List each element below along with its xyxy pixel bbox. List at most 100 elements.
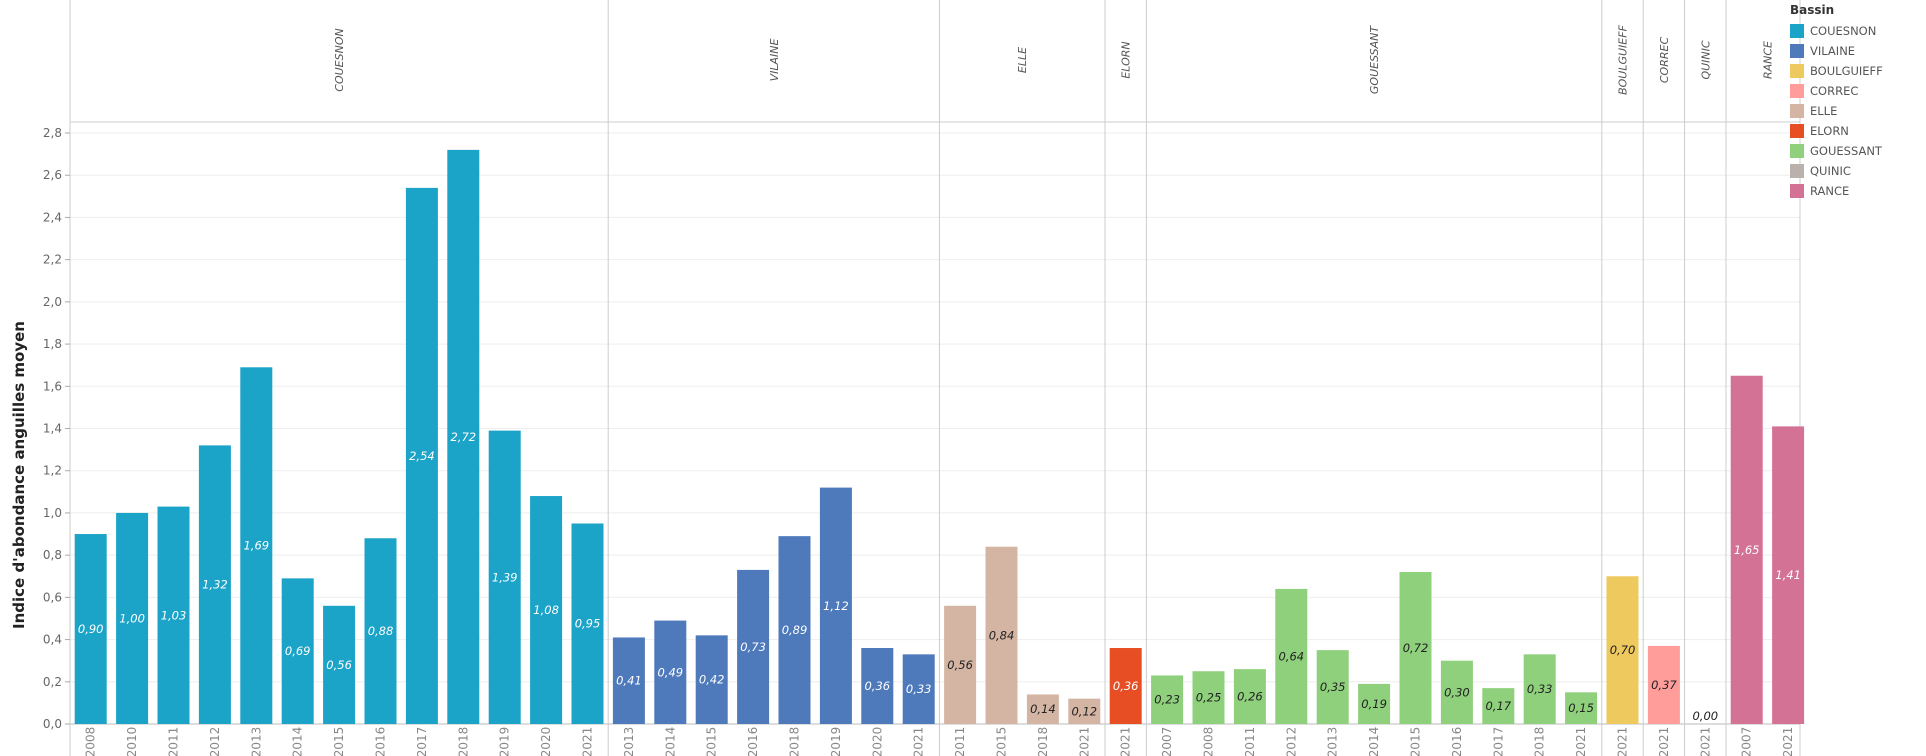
bar	[861, 648, 894, 724]
bar	[654, 620, 687, 724]
y-tick-label: 1,0	[43, 506, 62, 520]
legend-label: GOUESSANT	[1810, 144, 1882, 158]
data-label: 1,69	[243, 539, 269, 553]
x-tick-label: 2014	[291, 727, 305, 756]
data-label: 1,12	[823, 599, 849, 613]
bar	[240, 367, 273, 724]
bar	[695, 635, 728, 724]
bar	[612, 637, 645, 724]
x-axis: 2008 2010 2011 2012 2013 2014 2015 2016 2017 2018…	[84, 727, 1795, 756]
legend-title: Bassin	[1790, 3, 1835, 17]
panel-header-boulguieff: BOULGUIEFF	[1617, 24, 1630, 94]
bar	[985, 546, 1018, 724]
legend-label: CORREC	[1810, 84, 1859, 98]
bar	[1068, 698, 1101, 724]
panel-header-elorn: ELORN	[1120, 41, 1133, 78]
data-label: 0,56	[947, 658, 973, 672]
y-tick-label: 2,2	[43, 253, 62, 267]
data-label: 0,35	[1320, 680, 1346, 694]
panel-headers: COUESNON VILAINE ELLE ELORN GOUESSANT BOULGUI…	[333, 24, 1774, 94]
y-tick-label: 2,6	[43, 168, 62, 182]
x-tick-label: 2019	[829, 727, 843, 756]
data-label: 0,42	[699, 673, 725, 687]
data-label: 0,56	[326, 658, 352, 672]
legend-label: ELORN	[1810, 124, 1849, 138]
y-tick-label: 2,4	[43, 210, 62, 224]
legend-item: QUINIC	[1790, 161, 1920, 181]
y-tick-label: 0,4	[43, 633, 62, 647]
data-label: 2,72	[450, 430, 476, 444]
legend-label: RANCE	[1810, 184, 1850, 198]
data-label: 0,26	[1237, 690, 1263, 704]
bar	[1606, 576, 1639, 724]
bar	[1192, 671, 1225, 724]
data-label: 0,00	[1692, 709, 1718, 723]
data-label: 0,14	[1030, 702, 1056, 716]
bar	[1026, 694, 1059, 724]
bar	[405, 187, 438, 725]
x-tick-label: 2021	[1781, 727, 1795, 756]
legend-swatch	[1790, 84, 1804, 98]
data-label: 0,69	[285, 644, 311, 658]
x-tick-label: 2015	[705, 727, 719, 756]
bar	[364, 538, 397, 724]
panel-header-elle: ELLE	[1016, 47, 1029, 73]
bar	[323, 605, 356, 724]
chart-frame	[69, 0, 1801, 756]
x-tick-label: 2021	[1077, 727, 1091, 756]
x-tick-label: 2013	[249, 727, 263, 756]
x-tick-label: 2021	[1119, 727, 1133, 756]
value-labels: 0,90 1,00 1,03 1,32 1,69 0,69 0,56 0,88 2,54 2,72…	[78, 430, 1801, 723]
legend-item: CORREC	[1790, 81, 1920, 101]
legend-swatch	[1790, 124, 1804, 138]
data-label: 0,30	[1444, 685, 1470, 699]
data-label: 0,33	[906, 682, 932, 696]
y-tick-label: 2,0	[43, 295, 62, 309]
legend-swatch	[1790, 144, 1804, 158]
bar	[1399, 572, 1432, 724]
y-tick-label: 1,4	[43, 422, 62, 436]
bar	[1482, 688, 1515, 724]
x-tick-label: 2012	[1284, 727, 1298, 756]
x-tick-label: 2013	[1326, 727, 1340, 756]
x-tick-label: 2021	[912, 727, 926, 756]
data-label: 0,84	[989, 628, 1015, 642]
bar	[1647, 645, 1680, 724]
legend-swatch	[1790, 64, 1804, 78]
bar	[488, 430, 521, 724]
y-axis-label: Indice d'abondance anguilles moyen	[10, 321, 28, 629]
bar	[944, 605, 977, 724]
bar	[198, 445, 231, 724]
y-tick-label: 0,6	[43, 590, 62, 604]
bars	[74, 149, 1805, 725]
x-tick-label: 2010	[125, 727, 139, 756]
panel-header-correc: CORREC	[1658, 37, 1671, 84]
bar	[1358, 683, 1391, 724]
panel-header-rance: RANCE	[1761, 41, 1774, 79]
data-label: 1,65	[1734, 543, 1760, 557]
x-tick-label: 2017	[415, 727, 429, 756]
x-tick-label: 2021	[1698, 727, 1712, 756]
x-tick-label: 2018	[1533, 727, 1547, 756]
legend-item: GOUESSANT	[1790, 141, 1920, 161]
legend-swatch	[1790, 24, 1804, 38]
legend-swatch	[1790, 44, 1804, 58]
bar	[1730, 375, 1763, 724]
data-label: 0,72	[1403, 641, 1429, 655]
data-label: 0,49	[657, 665, 683, 679]
data-label: 0,33	[1527, 682, 1553, 696]
legend-item: BOULGUIEFF	[1790, 61, 1920, 81]
panel-header-gouessant: GOUESSANT	[1368, 25, 1381, 95]
y-axis: 0,0 0,2 0,4 0,6 0,8 1,0 1,2 1,4 1,6 1,8 2,0 2,2 2,4 2…	[43, 126, 70, 731]
data-label: 0,36	[864, 679, 890, 693]
bar	[1275, 588, 1308, 724]
y-tick-label: 1,2	[43, 464, 62, 478]
bar	[74, 534, 107, 724]
bar	[1440, 660, 1473, 724]
x-tick-label: 2014	[663, 727, 677, 756]
data-label: 0,36	[1113, 679, 1139, 693]
bar	[157, 506, 190, 724]
legend-item: VILAINE	[1790, 41, 1920, 61]
legend-label: COUESNON	[1810, 24, 1877, 38]
